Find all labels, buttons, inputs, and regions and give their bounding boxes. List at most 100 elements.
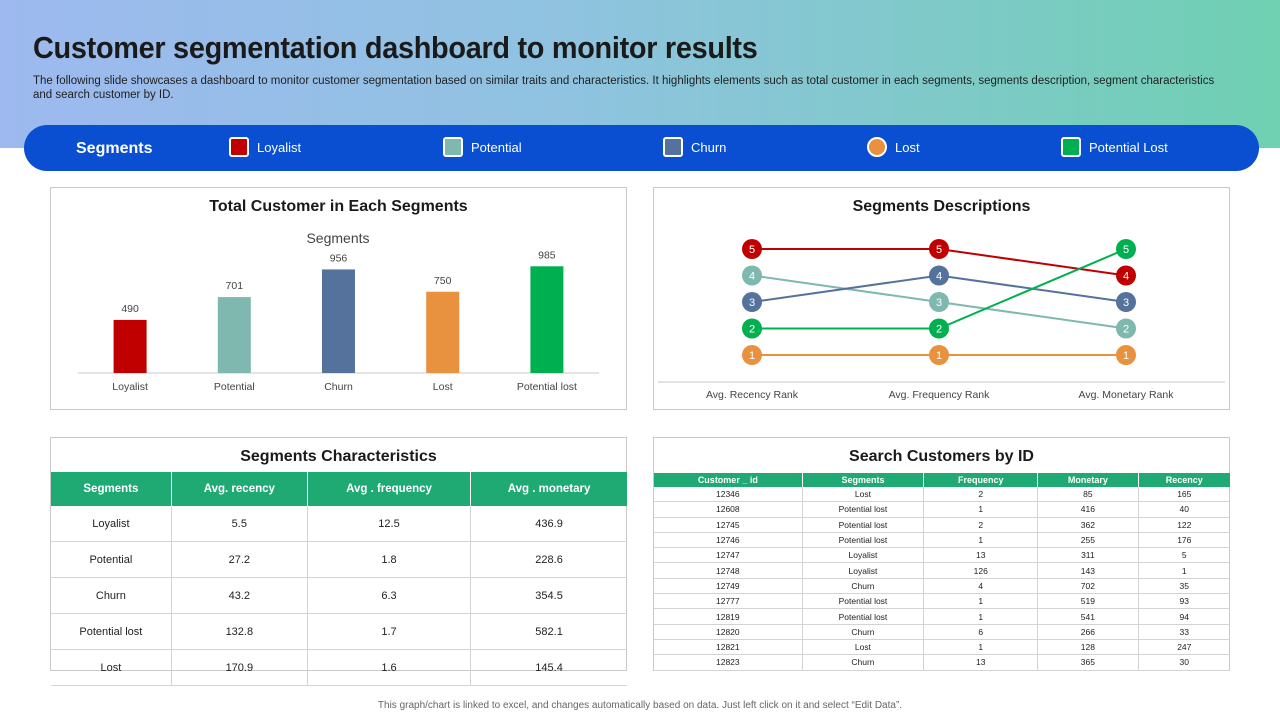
rank-marker-label: 1: [1123, 350, 1129, 362]
search-customers-panel: Search Customers by ID Customer _ id Segm…: [653, 437, 1230, 671]
bar-churn: [322, 269, 355, 373]
table-cell: 143: [1037, 562, 1139, 579]
bar-loyalist: [113, 319, 147, 373]
x-tick-label: Lost: [433, 381, 453, 393]
rank-marker: [1116, 345, 1136, 365]
table-row: 12820 Churn 6 266 33: [654, 624, 1230, 640]
table-cell: 43.2: [171, 577, 308, 614]
page-title: Customer segmentation dashboard to monit…: [33, 30, 758, 65]
table-row: 12821 Lost 1 128 247: [654, 639, 1230, 656]
table-cell: 1: [923, 593, 1039, 610]
table-cell: 33: [1138, 624, 1230, 640]
table-cell: 6.3: [307, 577, 472, 614]
table-cell: 1.7: [307, 613, 472, 650]
bar-value-label: 750: [434, 275, 452, 287]
table-cell: 93: [1138, 593, 1230, 610]
table-cell: Potential lost: [802, 593, 925, 610]
rank-marker-label: 3: [749, 297, 755, 309]
table-cell: 2: [923, 517, 1039, 533]
table-cell: 266: [1037, 624, 1139, 640]
table-cell: 436.9: [470, 506, 627, 542]
rank-marker-label: 5: [936, 244, 942, 256]
table-cell: 12608: [654, 501, 803, 518]
x-tick-label: Loyalist: [112, 381, 148, 393]
table-cell: 12821: [654, 639, 803, 656]
table-cell: 6: [923, 624, 1039, 640]
legend-swatch: [443, 137, 463, 157]
column-header: Customer _ id: [654, 473, 803, 487]
table-cell: Potential lost: [51, 613, 172, 650]
table-cell: 27.2: [171, 541, 308, 578]
rank-marker-label: 4: [749, 271, 755, 283]
table-cell: Loyalist: [802, 547, 925, 564]
legend-label: Potential: [471, 139, 522, 155]
characteristics-table: Segments Avg. recency Avg . frequency Avg .…: [51, 472, 627, 686]
table-cell: 170.9: [171, 649, 308, 686]
table-cell: 416: [1037, 501, 1139, 518]
bar-lost: [426, 291, 460, 373]
total-customers-panel: Total Customer in Each Segments Segments…: [50, 187, 627, 410]
x-tick-label: Potential: [214, 381, 255, 393]
table-header-row: Segments Avg. recency Avg . frequency Avg .…: [51, 472, 627, 506]
rank-marker-label: 2: [749, 324, 755, 336]
table-cell: 12820: [654, 624, 803, 640]
rank-marker: [742, 292, 762, 312]
column-header: Avg . frequency: [307, 472, 472, 506]
table-cell: 582.1: [470, 613, 627, 650]
table-cell: 12.5: [307, 506, 472, 542]
x-tick-label: Avg. Monetary Rank: [1079, 389, 1175, 401]
table-cell: 94: [1138, 608, 1230, 625]
chart-title: Segments: [306, 230, 369, 246]
legend-item-potential: Potential: [443, 137, 522, 157]
table-cell: Potential lost: [802, 608, 925, 625]
page-subtitle: The following slide showcases a dashboar…: [33, 75, 1215, 101]
rank-marker: [1116, 239, 1136, 259]
panel-title: Search Customers by ID: [849, 448, 1034, 465]
table-cell: Potential lost: [802, 501, 925, 518]
table-cell: 5.5: [171, 506, 308, 542]
column-header: Avg . monetary: [470, 472, 627, 506]
rank-marker-label: 4: [936, 271, 942, 283]
legend-label: Churn: [691, 139, 727, 155]
rank-marker-label: 3: [1123, 297, 1129, 309]
rank-marker-label: 3: [936, 297, 942, 309]
table-cell: 12823: [654, 654, 803, 671]
table-row: Potential 27.2 1.8 228.6: [51, 541, 627, 578]
customers-table: Customer _ id Segments Frequency Monetary Re…: [654, 473, 1230, 671]
table-row: 12608 Potential lost 1 416 40: [654, 501, 1230, 518]
table-cell: 4: [923, 578, 1039, 595]
bar-potential-lost: [530, 266, 564, 373]
table-row: 12819 Potential lost 1 541 94: [654, 608, 1230, 625]
table-cell: 362: [1037, 517, 1139, 533]
rank-marker-label: 1: [936, 350, 942, 362]
column-header: Segments: [802, 473, 925, 487]
bar-value-label: 985: [538, 249, 556, 261]
rank-marker: [742, 265, 762, 286]
table-row: 12748 Loyalist 126 143 1: [654, 562, 1230, 579]
rank-marker: [1116, 292, 1136, 312]
legend-title: Segments: [76, 140, 153, 157]
panel-title: Segments Characteristics: [240, 448, 437, 465]
legend-swatch: [229, 137, 249, 157]
table-cell: 5: [1138, 547, 1230, 564]
column-header: Recency: [1138, 473, 1230, 487]
table-cell: Potential: [51, 541, 172, 578]
table-cell: 40: [1138, 501, 1230, 518]
rank-marker: [929, 318, 949, 339]
table-cell: 35: [1138, 578, 1230, 595]
table-cell: 1.6: [307, 649, 472, 686]
bar-value-label: 701: [226, 280, 244, 292]
table-cell: 12748: [654, 562, 803, 579]
table-cell: 12745: [654, 517, 803, 533]
table-cell: 1: [923, 532, 1039, 549]
series-line: [752, 248, 1127, 330]
legend-label: Loyalist: [257, 139, 302, 155]
table-cell: 12819: [654, 608, 803, 625]
column-header: Segments: [51, 472, 172, 506]
rank-marker-label: 2: [1123, 324, 1129, 336]
table-cell: 1.8: [307, 541, 472, 578]
table-row: 12746 Potential lost 1 255 176: [654, 532, 1230, 549]
table-cell: Churn: [802, 578, 925, 595]
panel-title: Segments Descriptions: [852, 198, 1031, 215]
bar-chart: Segments 490 Loyalist 701 Potential 956 Churn…: [78, 230, 599, 393]
